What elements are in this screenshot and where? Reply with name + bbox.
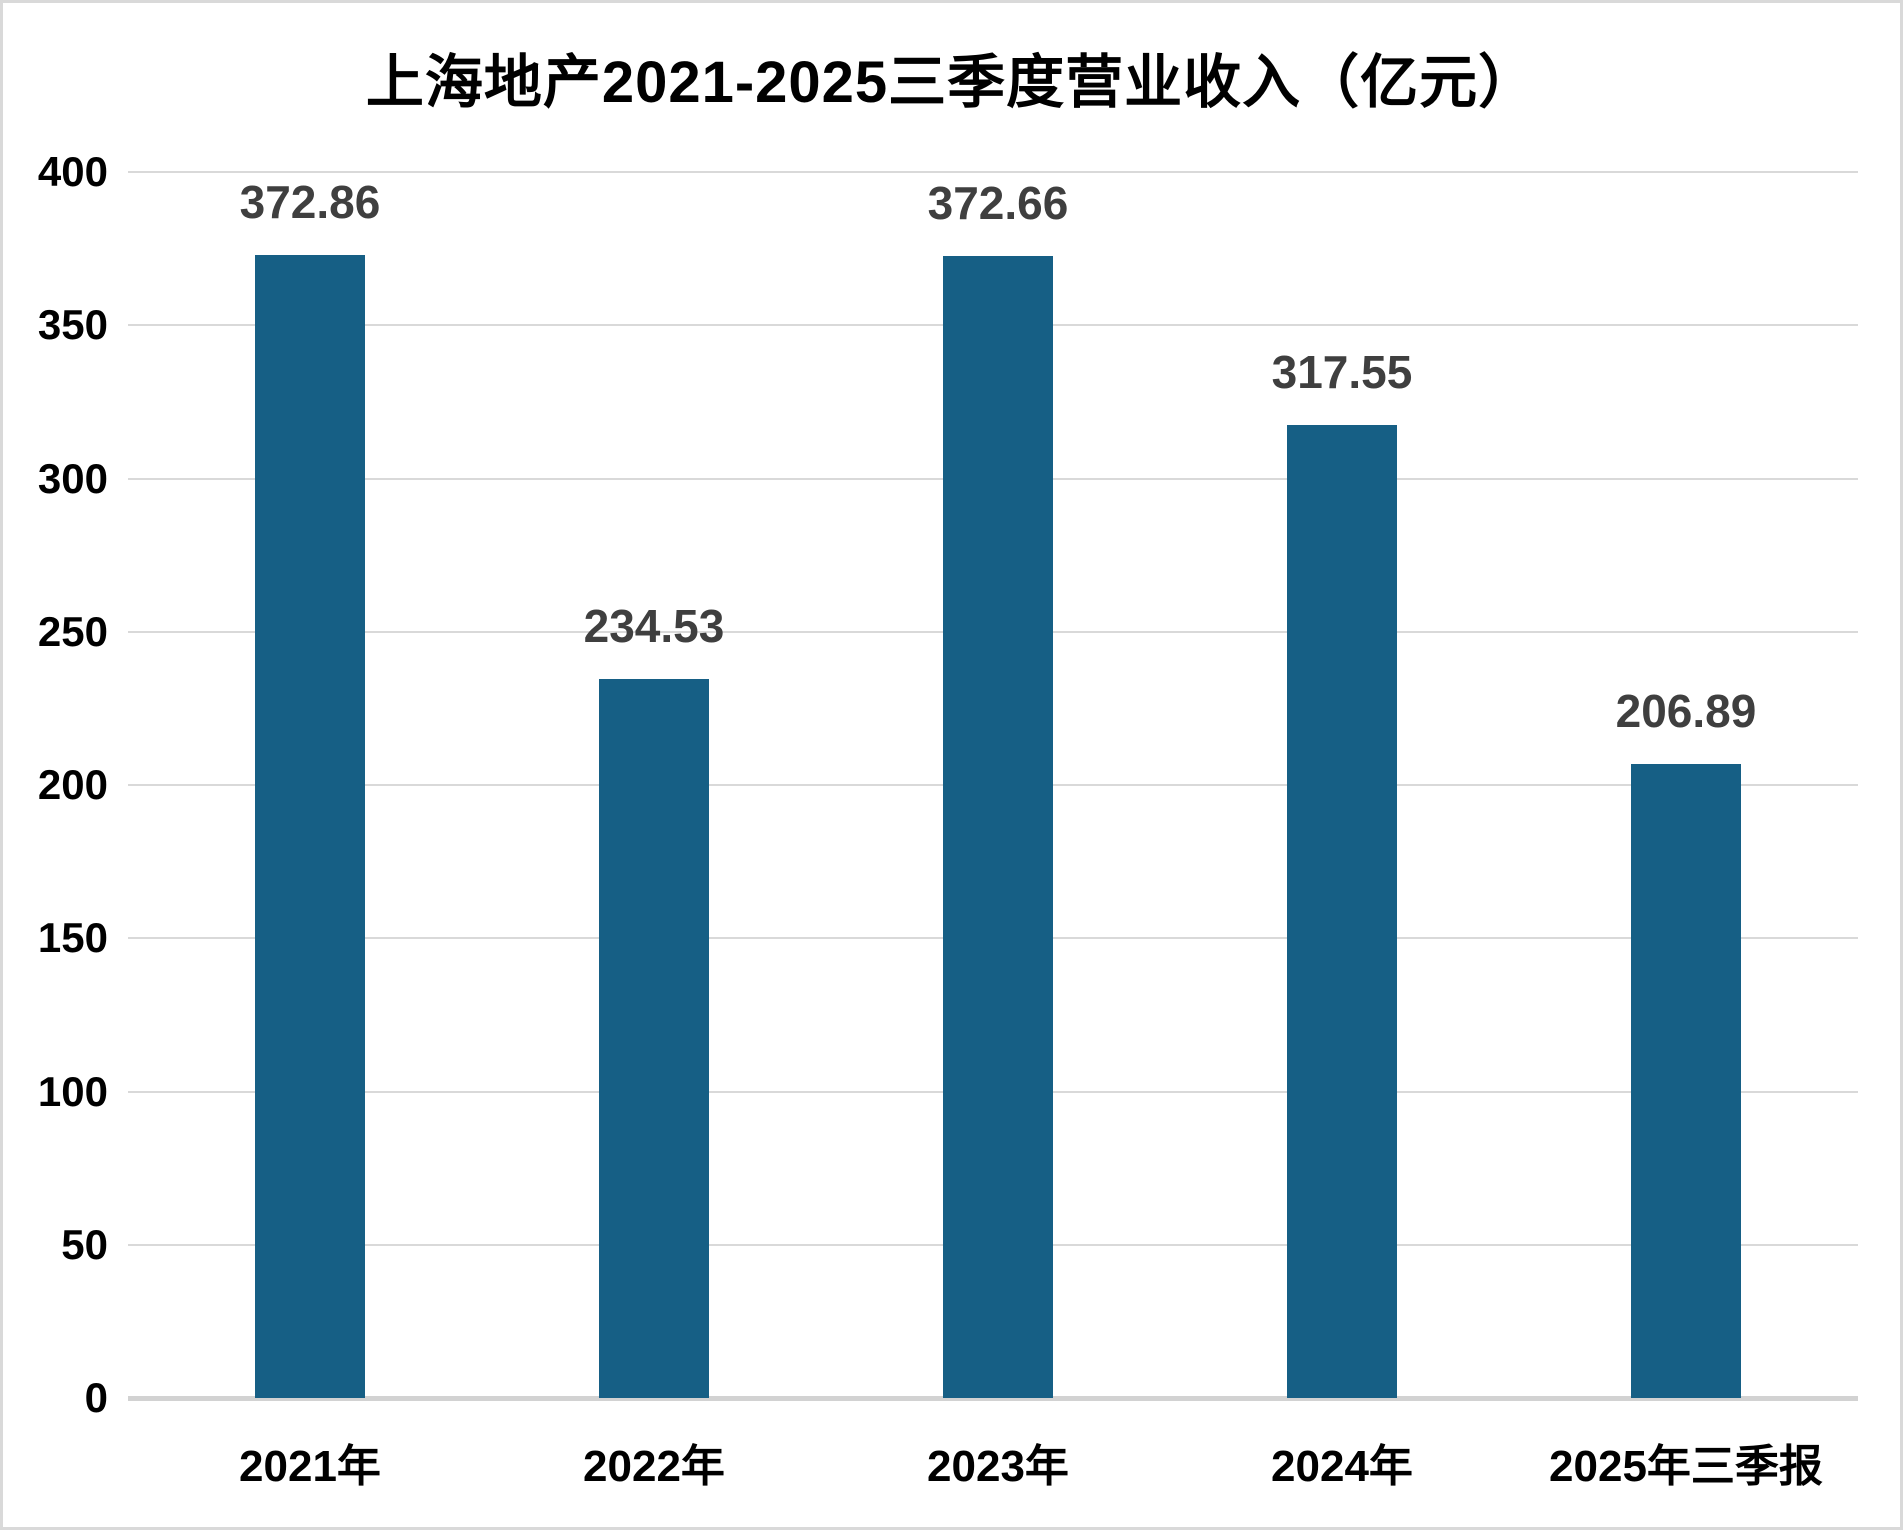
x-category-label-2025年三季报: 2025年三季报 <box>1549 1442 1823 1491</box>
y-tick-label-250: 250 <box>37 607 108 655</box>
bar-value-label-2021年: 372.86 <box>239 176 381 229</box>
y-tick-label-50: 50 <box>61 1220 108 1268</box>
bar-value-label-2024年: 317.55 <box>1271 345 1413 398</box>
chart-title: 上海地产2021-2025三季度营业收入（亿元） <box>365 50 1538 115</box>
x-category-label-2022年: 2022年 <box>583 1442 725 1491</box>
x-category-label-2024年: 2024年 <box>1271 1442 1413 1491</box>
y-tick-label-300: 300 <box>37 454 108 502</box>
y-tick-label-200: 200 <box>37 761 108 808</box>
y-tick-label-100: 100 <box>37 1067 108 1115</box>
y-tick-label-150: 150 <box>37 914 108 962</box>
bar-2024年 <box>1287 424 1397 1398</box>
gridline-y-400 <box>128 171 1858 173</box>
bar-2022年 <box>599 679 709 1398</box>
x-category-label-2023年: 2023年 <box>927 1442 1069 1491</box>
y-tick-label-400: 400 <box>37 148 108 195</box>
bar-value-label-2025年三季报: 206.89 <box>1615 684 1757 737</box>
x-category-label-2021年: 2021年 <box>239 1442 381 1491</box>
x-axis-baseline <box>128 1396 1858 1401</box>
y-tick-label-0: 0 <box>84 1374 108 1421</box>
bar-2023年 <box>943 255 1053 1398</box>
bar-2021年 <box>255 255 365 1398</box>
bar-value-label-2022年: 234.53 <box>583 600 725 653</box>
y-tick-label-350: 350 <box>37 301 108 349</box>
bar-2025年三季报 <box>1631 763 1741 1398</box>
bar-value-label-2023年: 372.66 <box>927 176 1069 229</box>
